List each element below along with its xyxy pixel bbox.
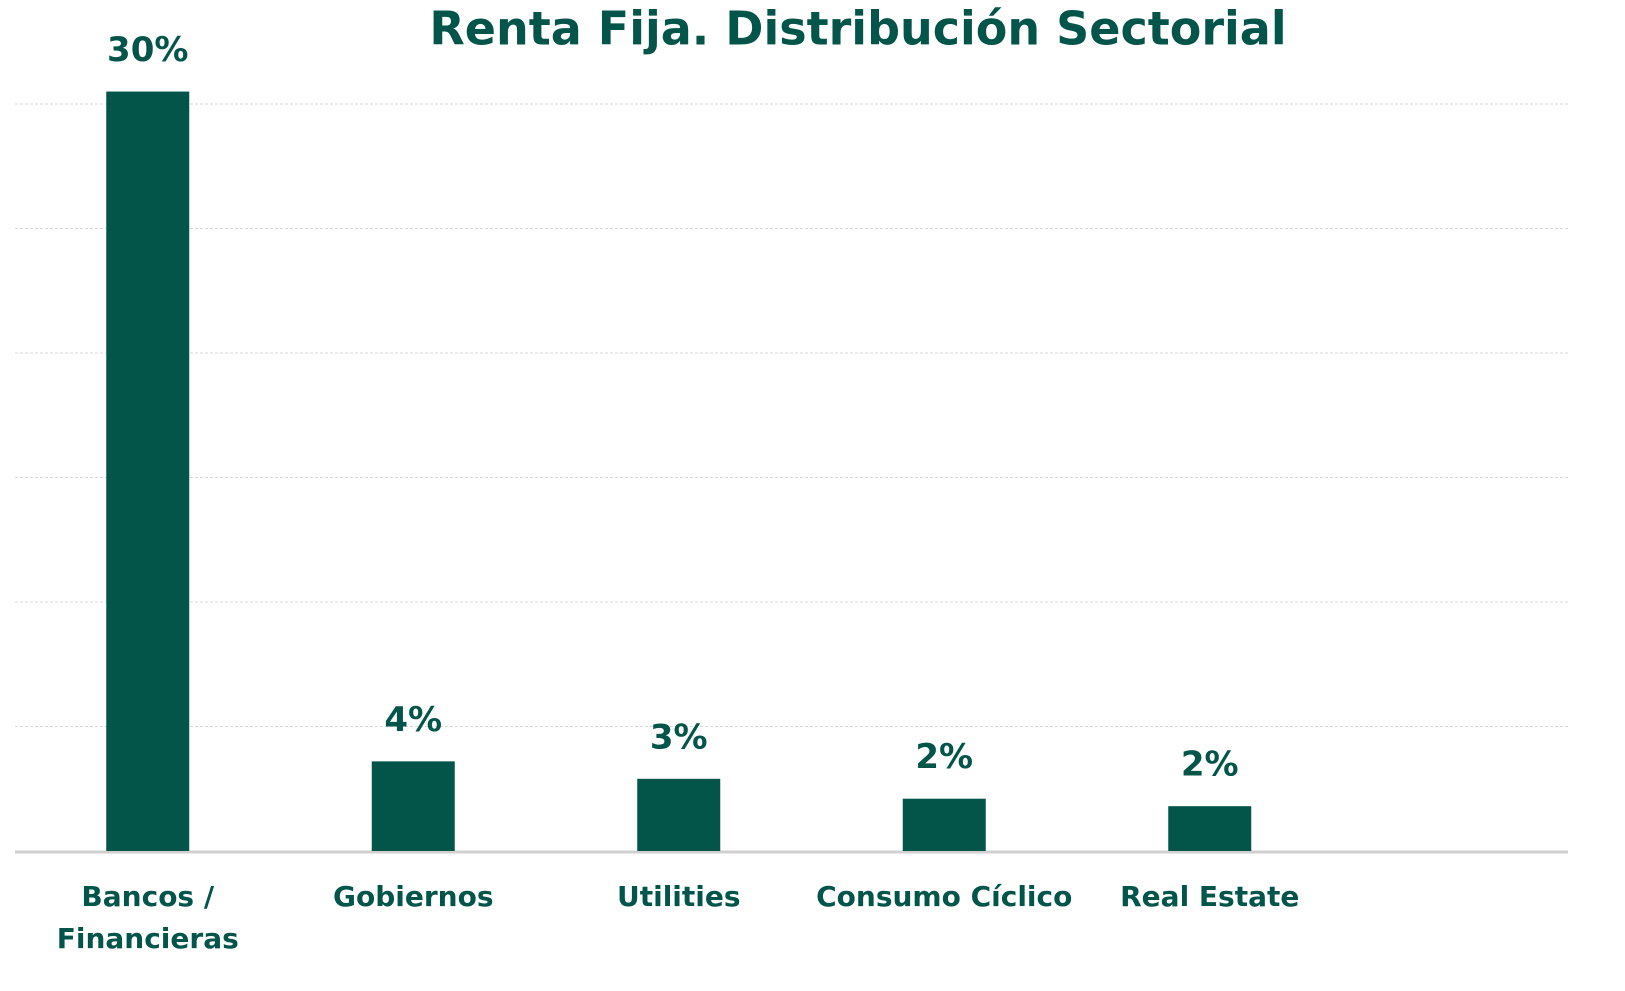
x-tick-label: Utilities — [616, 880, 741, 913]
x-tick-label: Real Estate — [1120, 880, 1300, 913]
data-label: 2% — [915, 737, 973, 777]
data-label: 2% — [1181, 745, 1239, 785]
chart-title: Renta Fija. Distribución Sectorial — [429, 2, 1286, 56]
bar — [902, 798, 986, 851]
x-tick-label: Bancos / Financieras — [56, 880, 239, 955]
bar — [1168, 806, 1252, 851]
data-label: 4% — [384, 700, 442, 740]
x-tick-label: Consumo Cíclico — [816, 880, 1073, 913]
x-tick-label: Gobiernos — [333, 880, 494, 913]
data-label: 3% — [650, 717, 708, 757]
bar — [637, 778, 721, 851]
bar — [106, 91, 190, 852]
data-label: 30% — [107, 30, 188, 70]
bar — [371, 761, 455, 851]
